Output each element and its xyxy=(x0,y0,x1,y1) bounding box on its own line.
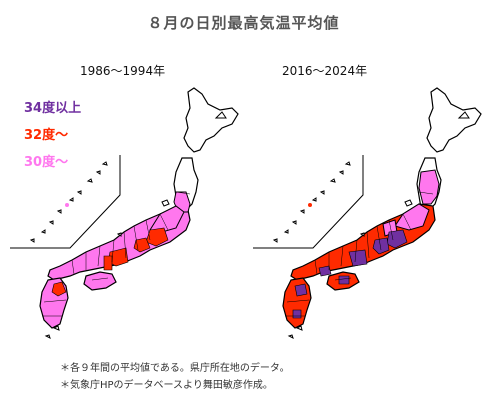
legend-label: 30度～ xyxy=(24,155,69,170)
footnotes: ＊各９年間の平均値である。県庁所在地のデータ。 ＊気象庁HPのデータベースより舞… xyxy=(60,360,290,394)
period-label-right: 2016～2024年 xyxy=(282,64,368,78)
okinawa-inset-border xyxy=(10,155,121,249)
shikoku xyxy=(83,271,117,291)
okinawa-islands xyxy=(29,161,108,243)
footnote-2: ＊気象庁HPのデータベースより舞田敏彦作成。 xyxy=(60,380,273,391)
japan-map-2016-2024 xyxy=(253,87,482,339)
hokkaido xyxy=(183,87,239,153)
okinawa-red xyxy=(308,203,312,207)
japan-map-1986-1994 xyxy=(10,87,239,339)
okinawa-islands xyxy=(272,161,351,243)
prefecture-borders-left xyxy=(42,191,191,317)
footnote-1: ＊各９年間の平均値である。県庁所在地のデータ。 xyxy=(60,363,290,374)
okinawa-inset-border xyxy=(253,155,364,249)
legend-item-34: 34度以上 xyxy=(24,95,81,122)
hokkaido xyxy=(426,87,482,153)
period-label-left: 1986～1994年 xyxy=(80,64,166,78)
legend-label: 32度～ xyxy=(24,128,69,143)
legend-item-30: 30度～ xyxy=(24,149,81,176)
prefecture-borders-right xyxy=(285,191,434,317)
legend: 34度以上 32度～ 30度～ xyxy=(24,95,81,176)
legend-item-32: 32度～ xyxy=(24,122,81,149)
legend-label: 34度以上 xyxy=(24,101,82,116)
okinawa-pink xyxy=(65,203,69,207)
chart-title: ８月の日別最高気温平均値 xyxy=(147,14,340,32)
